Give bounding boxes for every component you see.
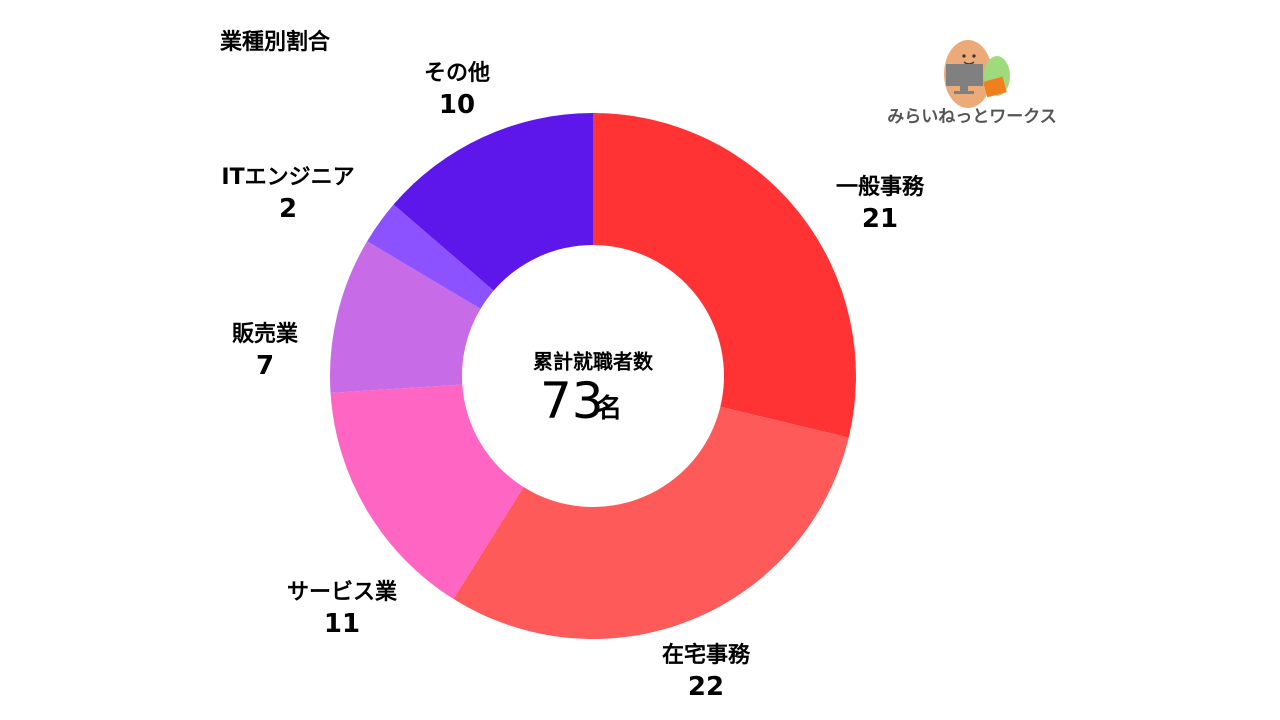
donut-slice-4 <box>330 241 481 393</box>
center-value: 73 <box>540 372 604 430</box>
donut-slice-6 <box>393 113 593 291</box>
slice-label: ITエンジニア 2 <box>221 164 355 224</box>
slice-label: 販売業 7 <box>231 321 299 381</box>
donut-slice-1 <box>593 113 856 438</box>
company-logo: みらいねっとワークス <box>880 36 1065 131</box>
slice-label: 一般事務 21 <box>835 174 925 234</box>
center-unit: 名 <box>596 394 623 424</box>
slice-label: サービス業 11 <box>286 579 398 639</box>
donut-slice-5 <box>367 204 494 309</box>
center-caption: 累計就職者数 <box>533 349 653 374</box>
donut-slice-2 <box>453 406 849 639</box>
slice-label: その他 10 <box>423 60 491 120</box>
donut-slice-3 <box>330 384 524 599</box>
slice-label: 在宅事務 22 <box>661 642 751 702</box>
chart-title: 業種別割合 <box>220 30 331 55</box>
logo-text: みらいねっとワークス <box>887 107 1057 127</box>
